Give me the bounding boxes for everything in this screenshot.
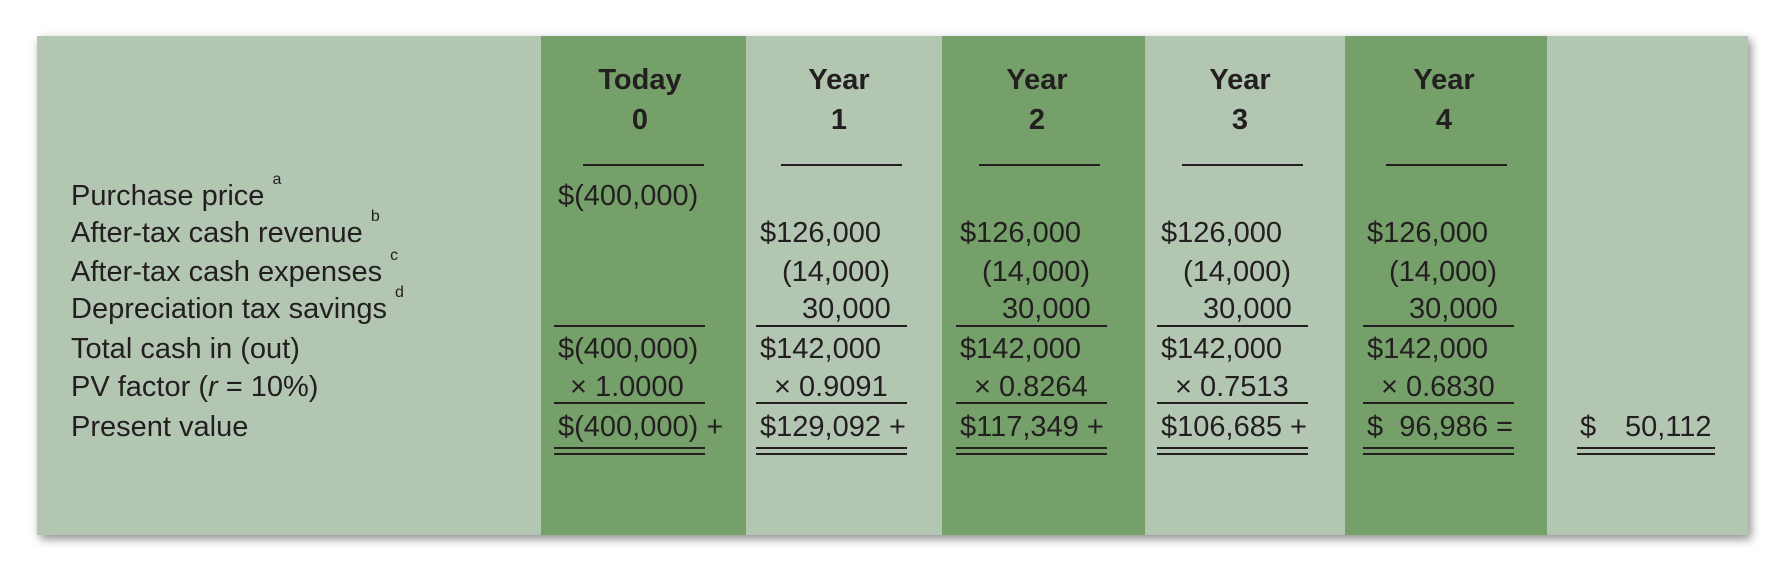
subtotal-rule [1363, 325, 1514, 327]
cell-pv-factor-year-4: × 0.6830 [1381, 371, 1495, 403]
cell-pv-factor-year-2: × 0.8264 [974, 371, 1088, 403]
subtotal-rule [554, 325, 705, 327]
header-year-4-number: 4 [1435, 104, 1453, 136]
header-underline [1386, 164, 1507, 166]
header-underline [781, 164, 902, 166]
subtotal-rule [756, 325, 907, 327]
header-year-2-label: Year [1006, 64, 1068, 96]
subtotal-rule [956, 402, 1107, 404]
cell-present-value-today: $(400,000) + [558, 411, 724, 443]
header-underline [979, 164, 1100, 166]
header-year-3-label: Year [1209, 64, 1271, 96]
cell-total-cash-year-1: $142,000 [760, 333, 881, 365]
cell-present-value-year-3: $106,685 + [1161, 411, 1307, 443]
cell-expenses-year-2: (14,000) [982, 256, 1091, 288]
header-underline [583, 164, 704, 166]
cell-depreciation-year-3: 30,000 [1203, 293, 1292, 325]
header-year-2-number: 2 [1028, 104, 1046, 136]
cell-total-cash-year-2: $142,000 [960, 333, 1081, 365]
row-label-present-value: Present value [71, 411, 249, 443]
cell-total-cash-year-3: $142,000 [1161, 333, 1282, 365]
row-label-total-cash: Total cash in (out) [71, 333, 300, 365]
cell-revenue-year-1: $126,000 [760, 217, 881, 249]
header-year-3-number: 3 [1231, 104, 1249, 136]
double-underline [1363, 447, 1514, 455]
header-year-4-label: Year [1413, 64, 1475, 96]
cell-present-value-year-4: $ 96,986 = [1367, 411, 1513, 443]
cell-pv-factor-year-3: × 0.7513 [1175, 371, 1289, 403]
row-label-after-tax-expenses: After-tax cash expenses c [71, 247, 399, 288]
cell-pv-factor-year-1: × 0.9091 [774, 371, 888, 403]
header-year-1-label: Year [808, 64, 870, 96]
header-underline [1182, 164, 1303, 166]
double-underline [756, 447, 907, 455]
npv-total-amount: 50,112 [1625, 411, 1712, 443]
npv-table-panel: Today 0 Year 1 Year 2 Year 3 Year 4 Purc… [37, 36, 1748, 535]
cell-present-value-year-2: $117,349 + [960, 411, 1104, 443]
column-band-today [541, 36, 746, 535]
subtotal-rule [1157, 325, 1308, 327]
row-label-after-tax-revenue: After-tax cash revenue b [71, 208, 380, 249]
subtotal-rule [1157, 402, 1308, 404]
double-underline [554, 447, 705, 455]
header-year-1-number: 1 [830, 104, 848, 136]
row-label-depreciation-tax-savings: Depreciation tax savings d [71, 284, 404, 325]
header-today-label: Today [598, 64, 682, 96]
cell-purchase-price-today: $(400,000) [558, 180, 699, 212]
double-underline [1157, 447, 1308, 455]
column-band-year-4 [1345, 36, 1547, 535]
cell-pv-factor-today: × 1.0000 [570, 371, 684, 403]
cell-total-cash-today: $(400,000) [558, 333, 699, 365]
cell-present-value-year-1: $129,092 + [760, 411, 906, 443]
row-label-purchase-price: Purchase price a [71, 171, 282, 212]
double-underline [956, 447, 1107, 455]
column-band-year-2 [942, 36, 1145, 535]
cell-depreciation-year-2: 30,000 [1002, 293, 1091, 325]
subtotal-rule [554, 402, 705, 404]
double-underline [1577, 447, 1715, 455]
cell-expenses-year-4: (14,000) [1389, 256, 1498, 288]
subtotal-rule [756, 402, 907, 404]
row-label-pv-factor: PV factor (r = 10%) [71, 371, 319, 403]
cell-depreciation-year-4: 30,000 [1409, 293, 1498, 325]
cell-revenue-year-3: $126,000 [1161, 217, 1282, 249]
cell-depreciation-year-1: 30,000 [802, 293, 891, 325]
subtotal-rule [956, 325, 1107, 327]
npv-total-dollar-sign: $ [1580, 411, 1597, 443]
header-today-number: 0 [631, 104, 649, 136]
cell-total-cash-year-4: $142,000 [1367, 333, 1488, 365]
cell-expenses-year-1: (14,000) [782, 256, 891, 288]
cell-revenue-year-2: $126,000 [960, 217, 1081, 249]
subtotal-rule [1363, 402, 1514, 404]
cell-expenses-year-3: (14,000) [1183, 256, 1292, 288]
cell-revenue-year-4: $126,000 [1367, 217, 1488, 249]
